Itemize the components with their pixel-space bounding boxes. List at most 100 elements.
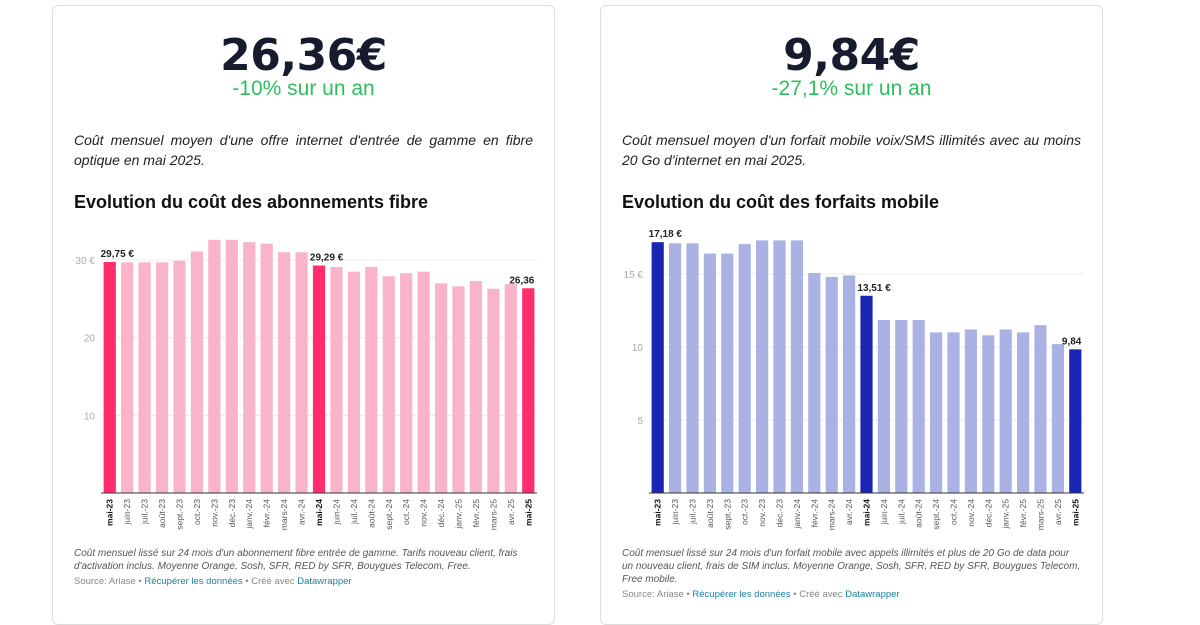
bar	[243, 242, 256, 493]
x-tick-label: oct.-24	[949, 499, 959, 525]
x-tick-label: sept.-23	[174, 499, 184, 530]
bar	[964, 329, 977, 493]
x-tick-label: mai-25	[1070, 499, 1080, 526]
data-label: 26,36	[509, 275, 534, 286]
source: Source: Ariase	[74, 576, 136, 587]
bar	[703, 253, 716, 493]
y-tick-label: 20	[84, 334, 96, 345]
bar	[843, 275, 856, 493]
description: Coût mensuel moyen d'un forfait mobile v…	[622, 132, 1081, 168]
download-data-link[interactable]: Récupérer les données	[144, 576, 243, 587]
bar	[1069, 349, 1082, 493]
headline-value: 26,36€	[220, 30, 387, 81]
chart-title: Evolution du coût des forfaits mobile	[622, 192, 940, 212]
x-tick-label: mai-23	[653, 499, 663, 526]
bar	[400, 273, 413, 493]
x-tick-label: juil.-23	[688, 499, 698, 525]
y-tick-label: 10	[632, 343, 644, 354]
made-with: Créé avec	[251, 576, 295, 587]
x-tick-label: avr.-24	[297, 499, 307, 525]
x-tick-label: mai-24	[862, 499, 872, 526]
chart-notes: Coût mensuel lissé sur 24 mois d'un forf…	[622, 547, 1081, 601]
x-tick-label: août-23	[157, 499, 167, 528]
download-data-link[interactable]: Récupérer les données	[692, 589, 791, 600]
source-line: Source: Ariase • Récupérer les données •…	[622, 589, 900, 600]
x-tick-label: mars-24	[827, 499, 837, 530]
data-label: 13,51 €	[857, 283, 891, 294]
x-tick-label: févr.-24	[262, 499, 272, 528]
x-tick-label: déc.-23	[227, 499, 237, 528]
bar	[365, 266, 378, 493]
x-tick-label: janv.-25	[454, 499, 464, 530]
bar	[825, 276, 838, 493]
x-tick-label: avr.-25	[1053, 499, 1063, 525]
bar	[686, 243, 699, 493]
bar	[434, 283, 448, 493]
bar	[1017, 332, 1030, 493]
x-tick-label: août-23	[705, 499, 715, 528]
bar	[860, 295, 873, 493]
bar	[138, 262, 151, 493]
x-tick-label: nov.-23	[757, 499, 767, 527]
x-tick-label: sept.-24	[384, 499, 394, 530]
bar	[452, 286, 465, 493]
x-tick-label: avr.-25	[506, 499, 516, 525]
bar	[417, 271, 430, 493]
bar	[504, 284, 517, 493]
bar	[155, 262, 169, 493]
x-tick-label: juil.-23	[140, 499, 150, 525]
x-tick-label: oct.-23	[192, 499, 202, 525]
data-label: 17,18 €	[649, 229, 683, 240]
card-fibre: 26,36€ -10% sur un an Coût mensuel moyen…	[52, 5, 555, 625]
bar	[1034, 325, 1047, 493]
bar	[982, 335, 995, 493]
bar	[208, 239, 221, 493]
bar-chart-mobile: 5 10 15 € mai-23 17,18 € juin-23 juil.-23 août-…	[624, 229, 1084, 530]
x-tick-label: juin-24	[331, 499, 341, 526]
x-tick-label: juin-23	[122, 499, 132, 526]
x-tick-label: mars-24	[279, 499, 289, 530]
x-tick-label: mars-25	[488, 499, 498, 530]
bar	[260, 243, 273, 493]
bar	[225, 239, 238, 493]
bar	[773, 240, 786, 493]
yearly-change: -27,1% sur un an	[771, 77, 932, 100]
bar	[877, 319, 890, 493]
bar	[469, 280, 483, 493]
source: Source: Ariase	[622, 589, 684, 600]
x-tick-label: oct.-23	[740, 499, 750, 525]
x-tick-label: nov.-23	[209, 499, 219, 527]
bar	[738, 244, 751, 493]
x-tick-label: mars-25	[1036, 499, 1046, 530]
made-with: Créé avec	[799, 589, 843, 600]
y-tick-label: 15 €	[624, 270, 644, 281]
bar	[790, 240, 803, 493]
bar	[190, 251, 204, 493]
x-tick-label: sept.-24	[931, 499, 941, 530]
bar	[522, 288, 535, 493]
x-tick-label: juin-23	[670, 499, 680, 526]
bar	[347, 271, 360, 493]
notes-text: Coût mensuel lissé sur 24 mois d'un abon…	[74, 548, 518, 572]
bar	[756, 240, 769, 493]
bar	[1051, 344, 1064, 493]
bar	[173, 260, 186, 493]
bar	[295, 252, 308, 493]
x-tick-label: mai-24	[314, 499, 324, 526]
card-mobile: 9,84€ -27,1% sur un an Coût mensuel moye…	[600, 5, 1103, 625]
y-tick-label: 5	[637, 416, 643, 427]
bar	[103, 261, 116, 493]
x-tick-label: déc.-24	[983, 499, 993, 528]
datawrapper-link[interactable]: Datawrapper	[845, 589, 900, 600]
y-tick-label: 10	[84, 411, 96, 422]
bar	[808, 272, 821, 493]
bar	[999, 329, 1012, 493]
bar-chart-fibre: 10 20 30 € mai-23 29,75 € juin-23 juil.-23 août…	[76, 239, 537, 530]
bar	[330, 266, 343, 493]
datawrapper-link[interactable]: Datawrapper	[297, 576, 352, 587]
x-tick-label: janv.-24	[792, 499, 802, 530]
bar	[895, 319, 908, 493]
data-label: 29,75 €	[101, 249, 135, 260]
x-tick-label: janv.-25	[1001, 499, 1011, 530]
headline-value: 9,84€	[783, 30, 920, 81]
